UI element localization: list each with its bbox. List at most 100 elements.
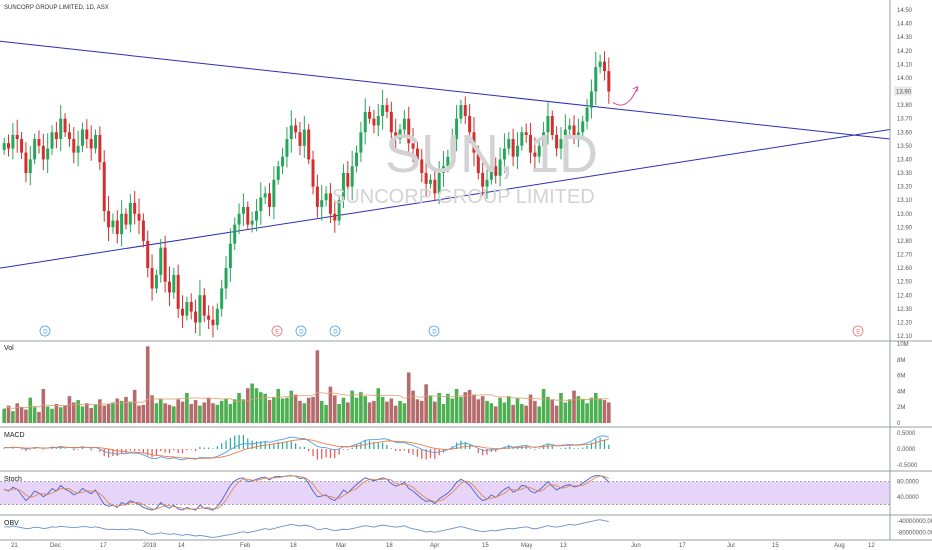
event-marker-label: D	[299, 330, 304, 336]
volume-bar	[259, 392, 263, 423]
volume-bar	[372, 400, 376, 423]
candle-body	[572, 125, 576, 135]
obv-tick-label: -40000000.000	[897, 519, 932, 525]
volume-bar	[63, 405, 67, 423]
candle-body	[507, 139, 511, 149]
date-tick-label: Mar	[336, 543, 346, 549]
volume-bar	[180, 401, 185, 423]
candle-body	[76, 145, 80, 153]
candle-body	[437, 173, 441, 194]
last-price-box	[894, 86, 912, 96]
candle-body	[485, 179, 489, 187]
candle-body	[133, 202, 137, 214]
volume-bar	[302, 403, 307, 423]
volume-bar	[385, 401, 389, 423]
candle-body	[159, 247, 163, 275]
candle-body	[555, 134, 559, 149]
volume-bar	[524, 405, 528, 423]
candle-body	[124, 213, 128, 225]
candle-body	[172, 274, 176, 293]
stoch-tick-label: 80.0000	[897, 480, 919, 486]
volume-bar	[459, 396, 463, 423]
date-tick-label: 15	[482, 543, 489, 549]
volume-bar	[137, 405, 141, 423]
price-tick-label: 13.50	[897, 144, 913, 150]
volume-ma-line	[4, 392, 609, 410]
candle-body	[515, 145, 519, 157]
candle-body	[98, 134, 102, 163]
event-marker-label: D	[333, 330, 338, 336]
candle-body	[268, 193, 272, 207]
candle-body	[241, 206, 245, 214]
volume-bar	[132, 389, 137, 423]
macd-tick-label: 0.0000	[897, 447, 916, 453]
candle-body	[2, 143, 6, 150]
candle-body	[41, 145, 45, 160]
stoch-pane[interactable]	[0, 475, 890, 511]
volume-bar	[206, 397, 211, 423]
price-tick-label: 12.20	[897, 320, 913, 326]
volume-bar	[245, 388, 250, 423]
date-tick-label: 12	[868, 543, 875, 549]
candle-body	[576, 132, 580, 135]
candle-body	[102, 162, 106, 212]
volume-bar	[433, 401, 437, 423]
candle-body	[59, 118, 63, 140]
price-tick-label: 12.70	[897, 253, 913, 259]
candle-body	[237, 213, 241, 225]
volume-bar	[380, 396, 385, 423]
candle-body	[194, 311, 198, 323]
candle-body	[442, 166, 446, 173]
date-tick-label: 2019	[143, 543, 157, 549]
volume-bar	[80, 406, 85, 423]
candle-body	[54, 132, 58, 140]
candle-body	[141, 220, 145, 241]
volume-pane[interactable]	[2, 346, 611, 423]
volume-bar	[311, 396, 315, 423]
price-tick-label: 13.60	[897, 130, 913, 136]
volume-bar	[285, 397, 289, 423]
volume-bar	[98, 399, 102, 423]
candle-body	[324, 193, 328, 201]
volume-bar	[115, 398, 120, 423]
candle-body	[350, 166, 354, 187]
volume-bar	[250, 383, 254, 423]
candle-body	[424, 173, 428, 184]
volume-bar	[506, 396, 511, 423]
signal-line	[4, 438, 609, 459]
candle-body	[420, 159, 424, 173]
candle-body	[146, 240, 150, 269]
volume-bar	[419, 400, 424, 423]
chart-title: SUNCORP GROUP LIMITED, 1D, ASX	[4, 5, 109, 11]
volume-bar	[76, 400, 80, 423]
macd-tick-label: 0.5000	[897, 431, 916, 437]
volume-bar	[332, 395, 337, 423]
volume-bar	[602, 400, 607, 423]
volume-bar	[554, 405, 559, 423]
volume-bar	[398, 400, 402, 423]
price-tick-label: 13.80	[897, 103, 913, 109]
date-tick-label: 17	[100, 543, 107, 549]
event-marker-label: E	[856, 330, 860, 336]
volume-bar	[476, 399, 481, 423]
volume-bar	[480, 396, 485, 423]
macd-pane[interactable]	[3, 434, 610, 461]
obv-tick-label: -80000000.000	[897, 530, 932, 536]
candle-body	[202, 295, 206, 316]
volume-bar	[128, 401, 133, 423]
stoch-d-line	[4, 475, 610, 510]
volume-bar	[298, 400, 302, 423]
obv-pane[interactable]	[4, 519, 609, 538]
date-tick-label: Aug	[834, 543, 845, 549]
volume-tick-label: 4M	[897, 389, 905, 395]
date-tick-label: Jul	[727, 543, 735, 549]
candle-body	[459, 105, 463, 119]
volume-bar	[367, 402, 372, 423]
volume-bar	[337, 404, 341, 423]
candle-body	[207, 315, 211, 320]
stoch-k-line	[3, 475, 610, 511]
price-tick-label: 14.50	[897, 8, 913, 14]
volume-bar	[167, 404, 172, 423]
